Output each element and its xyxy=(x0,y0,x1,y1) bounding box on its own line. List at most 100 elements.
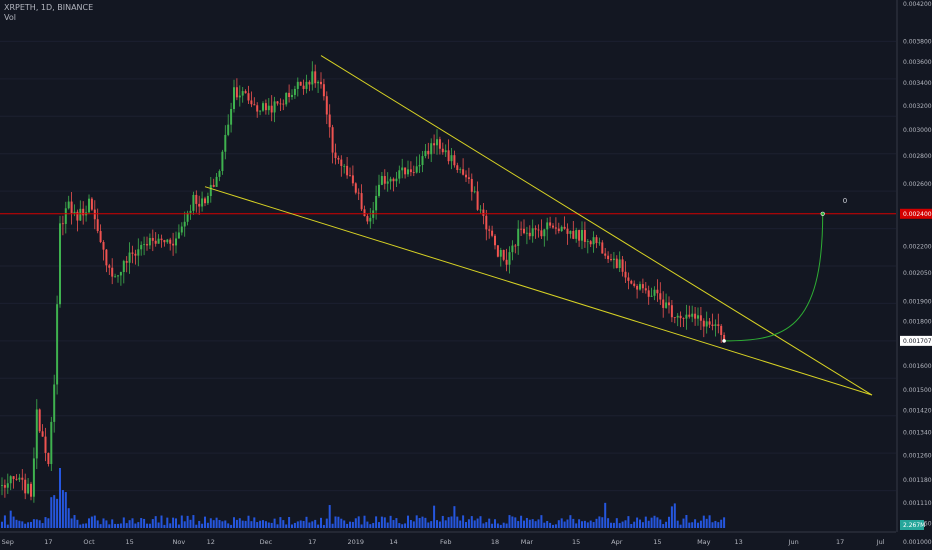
price-tick-label: 0.00180000 xyxy=(903,319,932,326)
candle-body xyxy=(282,103,285,105)
time-tick-label: 15 xyxy=(572,538,580,546)
volume-bar xyxy=(436,520,438,528)
volume-bar xyxy=(592,522,595,528)
volume-bar xyxy=(401,524,404,528)
price-tick-label: 0.00320000 xyxy=(903,103,932,110)
candle-body xyxy=(131,252,134,254)
candle-body xyxy=(380,176,383,185)
candle-body xyxy=(502,249,505,260)
candle-body xyxy=(438,139,441,149)
candle-body xyxy=(64,208,67,224)
volume-bar xyxy=(546,520,549,528)
volume-bar xyxy=(569,515,572,528)
candle-body xyxy=(143,244,146,245)
volume-bar xyxy=(476,518,479,528)
candle-body xyxy=(351,175,354,184)
candle-body xyxy=(212,184,215,187)
volume-bar xyxy=(441,515,444,528)
volume-bar xyxy=(119,523,122,528)
volume-bar xyxy=(192,515,195,528)
candle-body xyxy=(12,476,15,479)
projection-start-point[interactable] xyxy=(722,339,726,343)
volume-bar xyxy=(610,522,612,528)
candle-body xyxy=(537,229,540,231)
candle-body xyxy=(47,452,50,465)
volume-bar xyxy=(148,523,151,528)
candle-body xyxy=(148,237,151,246)
volume-bar xyxy=(285,524,288,528)
volume-bar xyxy=(714,520,717,528)
volume-bar xyxy=(543,522,546,528)
time-axis[interactable]: Sep 17 Oct 15 Nov 12 Dec 17 2019 14 Feb 18 Mar 15 Apr 1… xyxy=(0,531,896,546)
candle-body xyxy=(720,325,723,335)
volume-bar xyxy=(131,518,134,528)
candle-body xyxy=(694,313,697,319)
volume-bar xyxy=(528,519,531,528)
volume-bar xyxy=(209,518,212,528)
wedge-lower-line[interactable] xyxy=(204,186,873,396)
price-tick-label: 0.00420000 xyxy=(903,1,932,8)
volume-bar xyxy=(166,517,169,528)
volume-bar xyxy=(711,522,714,528)
volume-bar xyxy=(473,520,476,528)
candle-body xyxy=(322,84,325,97)
volume-indicator-label[interactable]: Vol xyxy=(4,13,16,22)
volume-bar xyxy=(421,516,424,528)
volume-bar xyxy=(554,524,557,528)
candle-body xyxy=(122,261,125,272)
candle-body xyxy=(644,288,647,291)
volume-bar xyxy=(650,517,653,528)
volume-bar xyxy=(259,520,262,528)
volume-bar xyxy=(685,515,688,528)
volume-bar xyxy=(589,520,592,528)
candle-body xyxy=(494,235,496,246)
volume-bar xyxy=(198,520,201,528)
volume-bar xyxy=(6,524,9,528)
volume-bar xyxy=(32,519,35,528)
price-axis[interactable]: 0.00420000 0.00380000 0.00360000 0.00340000… xyxy=(896,0,932,550)
volume-bar xyxy=(644,516,647,528)
projection-curve[interactable] xyxy=(724,213,824,342)
candle-body xyxy=(61,223,64,225)
projection-end-point[interactable] xyxy=(820,211,825,216)
candle-body xyxy=(175,238,177,246)
candle-body xyxy=(389,178,392,182)
volume-bar xyxy=(201,523,204,528)
volume-bar xyxy=(253,517,256,528)
candle-body xyxy=(146,244,148,246)
candle-body xyxy=(421,156,424,166)
candle-body xyxy=(238,95,241,98)
candle-body xyxy=(708,321,711,325)
volume-value-tag[interactable] xyxy=(900,520,924,530)
symbol-title[interactable]: XRPETH, 1D, BINANCE xyxy=(4,3,94,12)
volume-bar xyxy=(85,523,88,528)
price-tick-label: 0.00280000 xyxy=(903,153,932,160)
candle-body xyxy=(595,237,598,244)
candle-body xyxy=(340,159,343,166)
level-price-tag[interactable] xyxy=(900,208,932,219)
wedge-upper-line[interactable] xyxy=(320,55,873,396)
volume-bar xyxy=(273,518,276,528)
candle-body xyxy=(401,167,404,171)
candle-body xyxy=(508,252,511,265)
candle-body xyxy=(514,245,517,247)
volume-bar xyxy=(357,516,360,528)
volume-bar xyxy=(549,522,552,528)
chart-header: XRPETH, 1D, BINANCE Vol xyxy=(4,3,93,23)
candle-body xyxy=(230,109,233,125)
volume-bar xyxy=(621,521,624,528)
candle-body xyxy=(534,228,537,230)
volume-bar xyxy=(462,515,465,528)
volume-bar xyxy=(9,510,12,528)
last-price-tag[interactable] xyxy=(900,335,932,346)
volume-bar xyxy=(470,516,473,528)
candle-body xyxy=(82,208,85,216)
candles xyxy=(1,61,726,503)
level-price-label: 0.00240000 xyxy=(903,211,932,218)
volume-bar xyxy=(705,518,708,528)
volume-bar xyxy=(282,520,285,528)
candle-body xyxy=(67,201,70,209)
drawings[interactable]: 0 xyxy=(0,55,896,396)
